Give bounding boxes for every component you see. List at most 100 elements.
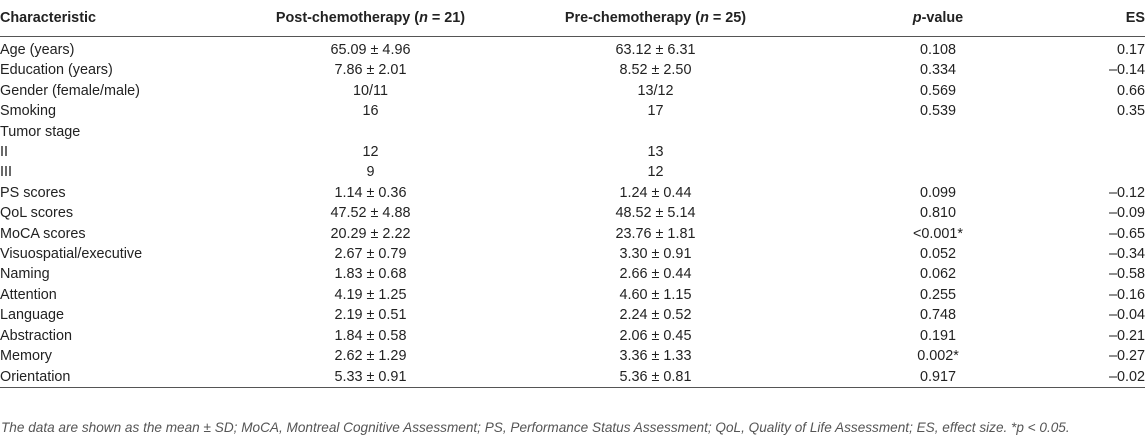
cell-pre-chemotherapy: 63.12 ± 6.31 — [615, 42, 696, 58]
cell-post-chemotherapy: 4.19 ± 1.25 — [334, 286, 407, 303]
cell-characteristic: Abstraction — [0, 327, 72, 344]
cell-pre-chemotherapy: 8.52 ± 2.50 — [619, 62, 692, 79]
cell-es: –0.27 — [1108, 348, 1145, 365]
header-post-chemotherapy: Post-chemotherapy (n = 21) — [248, 0, 493, 37]
cell-p-value: 0.539 — [919, 103, 956, 120]
cell-characteristic: Attention — [0, 286, 57, 303]
cell-post-chemotherapy: 5.33 ± 0.91 — [248, 366, 493, 388]
cell-post-chemotherapy: 47.52 ± 4.88 — [330, 205, 411, 222]
cell-es: –0.09 — [1108, 205, 1145, 222]
cell-p-value: 0.569 — [919, 82, 956, 99]
cell-pre-chemotherapy: 1.24 ± 0.44 — [619, 184, 692, 201]
cell-characteristic: Gender (female/male) — [0, 82, 140, 99]
cell-pre-chemotherapy: 12 — [647, 164, 664, 181]
cell-es — [1058, 162, 1145, 182]
cell-post-chemotherapy: 10/11 — [353, 82, 388, 99]
cell-p-value: 0.062 — [919, 266, 956, 283]
table-row: Memory 2.62 ± 1.29 3.36 ± 1.33 0.002* –0.27 — [0, 346, 1145, 366]
cell-pre-chemotherapy: 2.66 ± 0.44 — [619, 266, 692, 283]
table-row: Smoking 16 17 0.539 0.35 — [0, 101, 1145, 121]
header-pre-chemotherapy: Pre-chemotherapy (n = 25) — [493, 0, 818, 37]
cell-post-chemotherapy: 2.67 ± 0.79 — [334, 246, 407, 263]
cell-es: –0.58 — [1108, 266, 1145, 283]
cell-p-value — [818, 142, 1058, 162]
cell-characteristic: Orientation — [0, 366, 248, 388]
cell-characteristic: Smoking — [0, 103, 56, 120]
cell-pre-chemotherapy: 23.76 ± 1.81 — [615, 225, 696, 242]
table-row: II 12 13 — [0, 142, 1145, 162]
cell-es: –0.02 — [1058, 366, 1145, 388]
cell-post-chemotherapy: 7.86 ± 2.01 — [334, 62, 407, 79]
cell-es: –0.21 — [1108, 327, 1145, 344]
characteristics-table: Characteristic Post-chemotherapy (n = 21… — [0, 0, 1145, 388]
cell-p-value: 0.052 — [919, 246, 956, 263]
cell-post-chemotherapy: 2.62 ± 1.29 — [334, 348, 407, 365]
cell-post-chemotherapy: 20.29 ± 2.22 — [330, 225, 411, 242]
table-row: Tumor stage — [0, 122, 1145, 142]
cell-es: –0.04 — [1108, 307, 1145, 324]
table-row: QoL scores 47.52 ± 4.88 48.52 ± 5.14 0.810 –… — [0, 203, 1145, 223]
cell-post-chemotherapy — [248, 122, 493, 142]
table-row: Language 2.19 ± 0.51 2.24 ± 0.52 0.748 –0.04 — [0, 305, 1145, 325]
cell-characteristic: Age (years) — [0, 42, 75, 58]
table-footnote: The data are shown as the mean ± SD; MoC… — [1, 420, 1070, 435]
cell-pre-chemotherapy: 4.60 ± 1.15 — [619, 286, 692, 303]
cell-p-value: 0.748 — [919, 307, 956, 324]
cell-post-chemotherapy: 12 — [362, 144, 379, 161]
cell-characteristic: PS scores — [0, 184, 66, 201]
cell-pre-chemotherapy: 2.06 ± 0.45 — [619, 327, 692, 344]
cell-pre-chemotherapy: 2.24 ± 0.52 — [619, 307, 692, 324]
cell-p-value: 0.099 — [919, 184, 956, 201]
cell-post-chemotherapy: 2.19 ± 0.51 — [334, 307, 407, 324]
cell-p-value: 0.917 — [818, 366, 1058, 388]
cell-p-value — [818, 162, 1058, 182]
cell-es — [1058, 122, 1145, 142]
cell-post-chemotherapy: 1.83 ± 0.68 — [334, 266, 407, 283]
cell-pre-chemotherapy: 13/12 — [637, 82, 674, 99]
table-row: MoCA scores 20.29 ± 2.22 23.76 ± 1.81 <0.00… — [0, 224, 1145, 244]
cell-pre-chemotherapy: 3.30 ± 0.91 — [619, 246, 692, 263]
cell-characteristic: Tumor stage — [0, 123, 81, 140]
cell-es: –0.12 — [1108, 184, 1145, 201]
cell-characteristic: Language — [0, 307, 65, 324]
table-row: Orientation 5.33 ± 0.91 5.36 ± 0.81 0.917 –0… — [0, 366, 1145, 388]
cell-post-chemotherapy: 9 — [366, 164, 375, 181]
table-row: Gender (female/male) 10/11 13/12 0.569 0.66 — [0, 81, 1145, 101]
header-characteristic: Characteristic — [0, 0, 248, 37]
cell-post-chemotherapy: 16 — [362, 103, 379, 120]
cell-p-value: 0.002* — [917, 348, 959, 365]
cell-pre-chemotherapy: 13 — [647, 144, 664, 161]
cell-p-value — [818, 122, 1058, 142]
table-row: III 9 12 — [0, 162, 1145, 182]
cell-es: –0.34 — [1108, 246, 1145, 263]
header-es: ES — [1058, 0, 1145, 37]
cell-pre-chemotherapy: 5.36 ± 0.81 — [493, 366, 818, 388]
header-row: Characteristic Post-chemotherapy (n = 21… — [0, 0, 1145, 37]
cell-p-value: 0.191 — [919, 327, 956, 344]
table-body: Age (years) 65.09 ± 4.96 63.12 ± 6.31 0.108… — [0, 37, 1145, 388]
cell-es: 0.66 — [1116, 82, 1145, 99]
cell-p-value: 0.334 — [919, 62, 956, 79]
table-row: Education (years) 7.86 ± 2.01 8.52 ± 2.50 0… — [0, 60, 1145, 80]
cell-characteristic: QoL scores — [0, 205, 74, 222]
cell-es: –0.14 — [1108, 62, 1145, 79]
cell-es: –0.65 — [1108, 225, 1145, 242]
cell-characteristic: III — [0, 164, 12, 181]
cell-es: 0.35 — [1116, 103, 1145, 120]
table-row: Naming 1.83 ± 0.68 2.66 ± 0.44 0.062 –0.58 — [0, 264, 1145, 284]
cell-es — [1058, 142, 1145, 162]
cell-p-value: 0.255 — [919, 286, 956, 303]
cell-pre-chemotherapy: 3.36 ± 1.33 — [619, 348, 692, 365]
cell-p-value: 0.810 — [919, 205, 956, 222]
cell-es: –0.16 — [1108, 286, 1145, 303]
cell-post-chemotherapy: 1.84 ± 0.58 — [334, 327, 407, 344]
cell-post-chemotherapy: 1.14 ± 0.36 — [334, 184, 407, 201]
table-row: Abstraction 1.84 ± 0.58 2.06 ± 0.45 0.191 –0… — [0, 326, 1145, 346]
table-row: Age (years) 65.09 ± 4.96 63.12 ± 6.31 0.108… — [0, 37, 1145, 61]
cell-characteristic: Memory — [0, 348, 52, 365]
cell-p-value: 0.108 — [919, 42, 956, 58]
cell-characteristic: II — [0, 144, 8, 161]
cell-pre-chemotherapy — [493, 122, 818, 142]
cell-post-chemotherapy: 65.09 ± 4.96 — [330, 42, 411, 58]
